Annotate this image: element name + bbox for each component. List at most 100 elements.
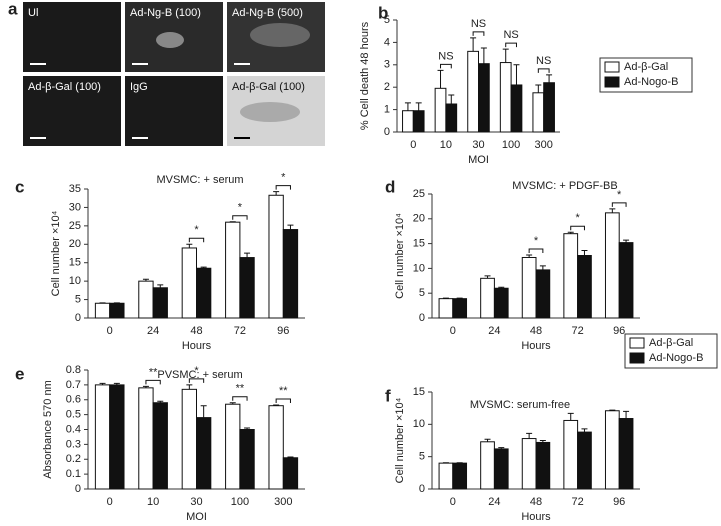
x-tick-label: 0 — [410, 139, 416, 151]
bar — [521, 256, 537, 319]
y-tick-label: 0.6 — [66, 394, 81, 406]
bar — [239, 429, 255, 490]
y-tick-label: 10 — [69, 275, 81, 287]
y-axis-label: Cell number ×10⁴ — [394, 213, 406, 299]
y-tick-label: 0.8 — [66, 364, 81, 376]
y-tick-label: 0.1 — [66, 468, 81, 480]
error-bar — [609, 208, 616, 213]
legend-swatch — [629, 352, 645, 364]
error-bar — [273, 404, 280, 406]
y-tick-label: 0 — [384, 126, 390, 138]
bracket — [145, 379, 161, 385]
bar — [445, 103, 458, 133]
bar — [196, 417, 212, 490]
x-tick-label: 0 — [450, 325, 456, 337]
bracket — [472, 31, 485, 36]
error-bar — [142, 278, 149, 282]
bar — [152, 287, 168, 319]
error-bar — [157, 400, 164, 403]
bar — [535, 441, 551, 490]
bar — [618, 418, 634, 490]
bar — [109, 384, 125, 490]
error-bar — [567, 231, 574, 234]
bar — [535, 269, 551, 319]
error-bar — [142, 385, 149, 388]
error-bar — [539, 265, 546, 270]
image-label: Ad-Ng-B (500) — [232, 7, 303, 19]
error-bar — [581, 250, 588, 256]
error-bar — [229, 402, 236, 405]
image-label: Ad-β-Gal (100) — [232, 81, 305, 93]
error-bar — [526, 254, 533, 258]
y-tick-label: 0 — [419, 312, 425, 324]
error-bar — [623, 410, 630, 419]
error-bar — [470, 37, 477, 52]
y-axis-label: Absorbance 570 nm — [42, 380, 54, 478]
annotation: * — [534, 235, 539, 247]
y-tick-label: 20 — [69, 238, 81, 250]
y-tick-label: 15 — [69, 257, 81, 269]
x-axis-label: Hours — [182, 340, 212, 352]
error-bar — [623, 239, 630, 243]
error-bar — [609, 409, 616, 411]
error-bar — [287, 224, 294, 230]
bar — [493, 287, 509, 319]
bar — [543, 82, 555, 133]
y-tick-label: 25 — [413, 188, 425, 200]
bracket — [188, 378, 205, 383]
cell — [156, 32, 184, 48]
error-bar — [448, 94, 455, 104]
chart-title: MVSMC: + serum — [156, 174, 243, 186]
annotation: ** — [149, 366, 158, 378]
y-tick-label: 0.3 — [66, 438, 81, 450]
annotation: ** — [279, 385, 288, 397]
y-axis-label: % Cell death 48 hours — [359, 21, 371, 130]
x-tick-label: 300 — [535, 139, 553, 151]
error-bar — [535, 84, 542, 93]
bar — [604, 212, 620, 319]
annotation: NS — [471, 18, 486, 30]
error-bar — [415, 102, 422, 111]
bar — [480, 441, 495, 490]
image — [125, 76, 223, 146]
y-tick-label: 2 — [384, 81, 390, 93]
bracket — [188, 237, 205, 243]
bar — [181, 388, 197, 490]
legend-label: Ad-β-Gal — [649, 337, 693, 349]
cell — [250, 23, 310, 47]
x-tick-label: 100 — [231, 496, 249, 508]
bar — [480, 277, 495, 319]
x-tick-label: 48 — [190, 325, 202, 337]
legend-swatch — [604, 61, 620, 73]
y-tick-label: 5 — [384, 14, 390, 26]
legend-label: Ad-Nogo-B — [649, 352, 703, 364]
bar — [412, 110, 425, 133]
y-tick-label: 20 — [413, 213, 425, 225]
error-bar — [480, 47, 487, 64]
bar — [109, 302, 125, 319]
bracket — [275, 185, 291, 190]
x-tick-label: 72 — [571, 325, 583, 337]
y-tick-label: 10 — [413, 418, 425, 430]
bar — [478, 63, 490, 133]
annotation: * — [194, 224, 199, 236]
bracket — [611, 202, 627, 207]
error-bar — [157, 284, 164, 288]
bar — [181, 247, 197, 319]
annotation: * — [238, 202, 243, 214]
error-bar — [567, 412, 574, 421]
error-bar — [186, 384, 193, 390]
y-axis-label: Cell number ×10⁴ — [50, 210, 62, 296]
y-tick-label: 0.4 — [66, 423, 81, 435]
bar — [452, 462, 468, 490]
error-bar — [244, 252, 251, 258]
error-bar — [581, 428, 588, 433]
y-tick-label: 0 — [75, 483, 81, 495]
annotation: NS — [503, 29, 518, 41]
image — [23, 2, 121, 72]
bar — [438, 462, 454, 490]
bar — [604, 410, 620, 490]
error-bar — [502, 48, 509, 63]
bar — [510, 84, 523, 133]
